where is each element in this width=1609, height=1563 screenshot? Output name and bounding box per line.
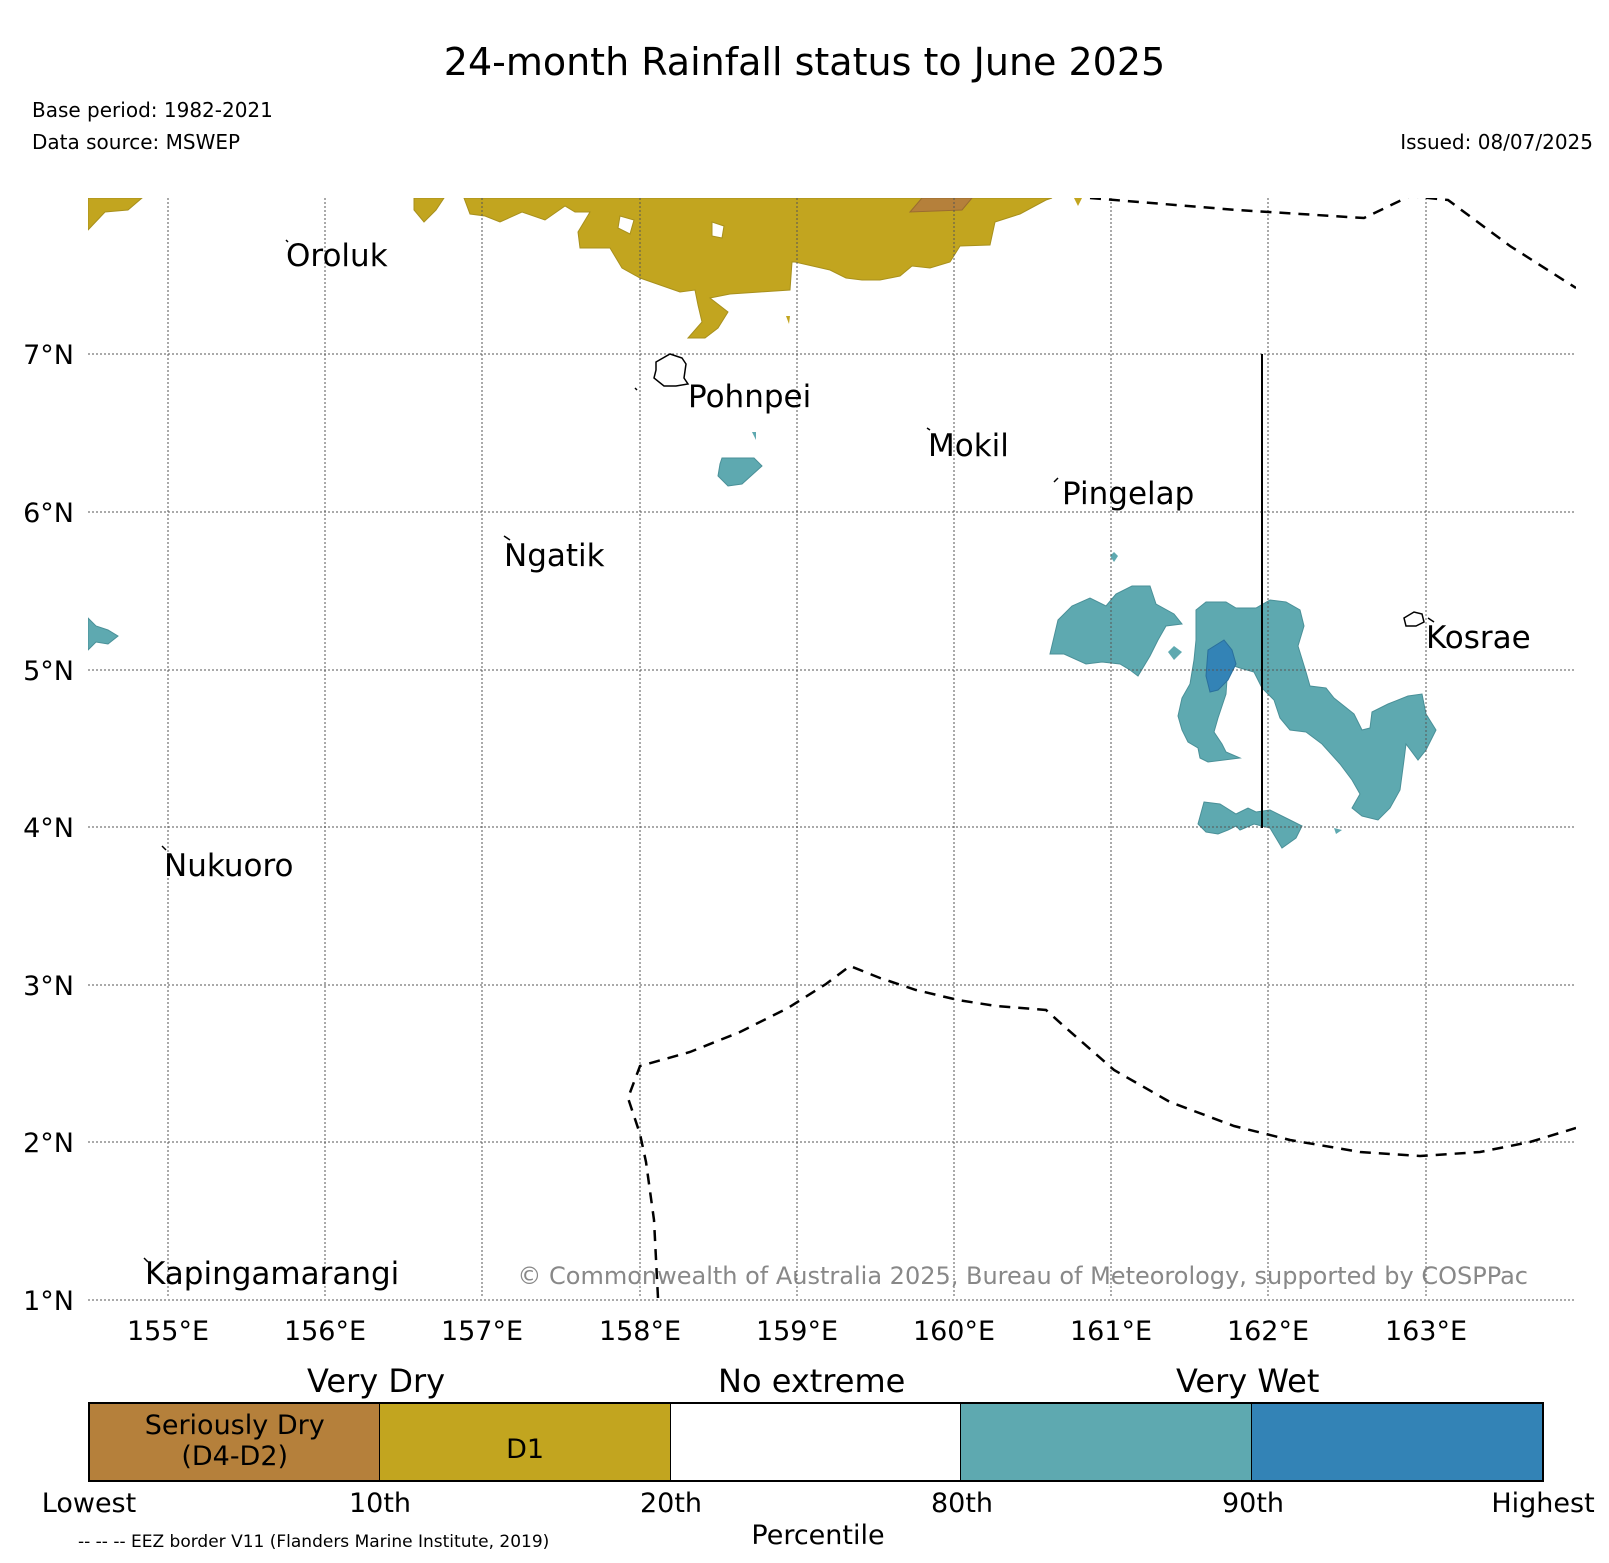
- legend-segment-80-90: [961, 1404, 1252, 1480]
- legend-segment-label: D1: [506, 1434, 545, 1465]
- place-label-kosrae: Kosrae: [1426, 620, 1531, 656]
- legend-segment-seriously-dry: Seriously Dry (D4-D2): [90, 1404, 381, 1480]
- very-wet-area: [1177, 599, 1437, 821]
- lon-label: 162°E: [1227, 1316, 1309, 1347]
- pohnpei-island: [653, 353, 690, 387]
- island-outlines: [143, 239, 1435, 1263]
- place-label-kapingamarangi: Kapingamarangi: [145, 1256, 399, 1292]
- data-source-text: Data source: MSWEP: [32, 130, 241, 154]
- very-wet-area: [717, 457, 763, 487]
- d1-dry-area: [413, 198, 445, 223]
- lat-label: 2°N: [23, 1128, 74, 1159]
- lon-label: 157°E: [441, 1316, 523, 1347]
- lat-label: 1°N: [23, 1286, 74, 1317]
- copyright-text: © Commonwealth of Australia 2025, Bureau…: [517, 1262, 1528, 1290]
- eez-border-note: -- -- -- EEZ border V11 (Flanders Marine…: [78, 1532, 550, 1552]
- lon-label: 160°E: [913, 1316, 995, 1347]
- rainfall-shading: [88, 198, 1437, 849]
- lon-label: 161°E: [1070, 1316, 1152, 1347]
- map-title: 24-month Rainfall status to June 2025: [443, 40, 1166, 84]
- place-label-pohnpei: Pohnpei: [688, 379, 811, 415]
- legend-category-very-wet: Very Wet: [1176, 1362, 1320, 1400]
- lon-label: 158°E: [599, 1316, 681, 1347]
- legend-segment-label: Seriously Dry (D4-D2): [144, 1410, 325, 1472]
- legend-tick-label: Highest: [1491, 1488, 1595, 1519]
- map-gridlines: [88, 198, 1576, 1301]
- lat-label: 6°N: [23, 498, 74, 529]
- legend-colorbar: Seriously Dry (D4-D2) D1: [88, 1402, 1544, 1482]
- very-wet-area: [1049, 585, 1183, 677]
- legend-tick-label: 10th: [348, 1488, 412, 1519]
- place-label-ngatik: Ngatik: [504, 538, 605, 574]
- legend-tick-label: 90th: [1221, 1488, 1285, 1519]
- lon-label: 163°E: [1385, 1316, 1467, 1347]
- eez-border: [626, 198, 1576, 1298]
- legend-category-no-extreme: No extreme: [718, 1362, 906, 1400]
- lat-label: 7°N: [23, 340, 74, 371]
- d1-dry-area: [463, 198, 1053, 339]
- issued-date-text: Issued: 08/07/2025: [1400, 130, 1593, 154]
- place-label-pingelap: Pingelap: [1062, 476, 1194, 512]
- legend-segment-90-plus: [1251, 1404, 1542, 1480]
- legend-tick-label: 20th: [639, 1488, 703, 1519]
- extremely-wet-area: [1205, 639, 1237, 693]
- lat-label: 3°N: [23, 971, 74, 1002]
- kosrae-island: [1403, 611, 1425, 627]
- legend-segment-d1: D1: [380, 1404, 671, 1480]
- place-label-mokil: Mokil: [928, 428, 1009, 464]
- lon-label: 159°E: [756, 1316, 838, 1347]
- legend-category-very-dry: Very Dry: [307, 1362, 446, 1400]
- legend-axis-label: Percentile: [751, 1520, 885, 1551]
- place-label-nukuoro: Nukuoro: [164, 848, 293, 884]
- lon-label: 156°E: [284, 1316, 366, 1347]
- lat-label: 5°N: [23, 656, 74, 687]
- legend-segment-no-extreme: [670, 1404, 962, 1480]
- legend-tick-label: Lowest: [41, 1488, 137, 1519]
- base-period-text: Base period: 1982-2021: [32, 98, 273, 122]
- legend-tick-label: 80th: [930, 1488, 994, 1519]
- lat-label: 4°N: [23, 813, 74, 844]
- very-wet-area: [1197, 801, 1303, 849]
- very-wet-area: [88, 617, 119, 651]
- place-label-oroluk: Oroluk: [286, 238, 388, 274]
- d1-dry-area: [88, 198, 143, 231]
- lon-label: 155°E: [127, 1316, 209, 1347]
- seriously-dry-area: [908, 198, 973, 213]
